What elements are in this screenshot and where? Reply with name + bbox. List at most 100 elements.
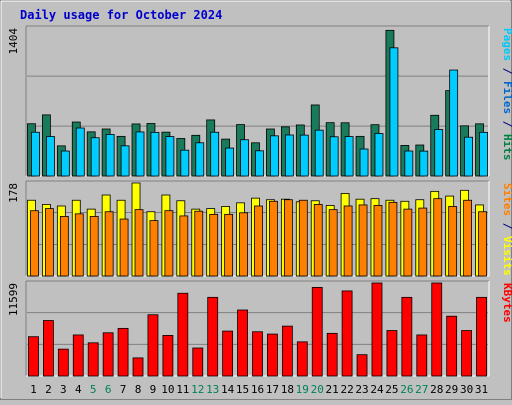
bar-files-day-14: [225, 147, 235, 177]
bar-files-day-22: [344, 136, 354, 177]
bar-files-day-24: [374, 133, 384, 177]
bar-sites-day-23: [358, 204, 368, 277]
bar-files-day-31: [479, 131, 488, 177]
x-tick-label: 20: [311, 383, 324, 396]
bar-sites-day-19: [298, 199, 308, 277]
bar-files-day-30: [464, 136, 474, 177]
bar-files-day-3: [60, 150, 70, 177]
bar-sites-day-16: [254, 205, 263, 277]
x-tick-label: 28: [430, 383, 443, 396]
x-axis: 1 2 3 4 5 6 7 8 9 10 11 12 13 14 15 16 17 18 19 20 21 22 23 24 2…: [30, 383, 488, 396]
bar-kbytes-day-14: [222, 330, 234, 377]
x-tick-label: 7: [120, 383, 127, 396]
x-tick-label: 1: [30, 383, 37, 396]
bar-kbytes-day-3: [57, 348, 69, 377]
y-max-label: 1404: [7, 28, 20, 55]
x-tick-label: 11: [176, 383, 189, 396]
bar-sites-day-8: [134, 209, 144, 277]
bar-files-day-6: [105, 134, 115, 177]
bar-files-day-13: [210, 131, 220, 177]
panel-hits-files-pages: 1404 Pages / Files / Hits: [7, 25, 512, 177]
x-tick-label: 4: [75, 383, 82, 396]
panels: 1404 Pages / Files / Hits 178 Sites / Visit…: [7, 25, 512, 377]
panel-visits-sites: 178 Sites / Visits: [7, 180, 512, 277]
bar-kbytes-day-22: [341, 290, 353, 377]
bar-sites-day-11: [179, 215, 189, 277]
bar-files-day-19: [299, 134, 309, 177]
bar-sites-day-10: [164, 210, 174, 277]
x-tick-label: 30: [460, 383, 473, 396]
bar-sites-day-3: [59, 216, 69, 277]
bar-sites-day-14: [224, 213, 234, 277]
bar-sites-day-30: [463, 199, 473, 277]
x-tick-label: 3: [60, 383, 67, 396]
series-legend: Sites / Visits: [501, 183, 512, 276]
bar-files-day-12: [195, 142, 205, 177]
bar-files-day-29: [449, 69, 459, 177]
bar-files-day-4: [75, 127, 85, 177]
bar-sites-day-31: [478, 211, 487, 277]
x-tick-label: 31: [475, 383, 488, 396]
bar-files-day-9: [150, 131, 160, 177]
legend-entry: /: [501, 114, 512, 134]
bar-files-day-2: [46, 136, 55, 177]
x-tick-label: 22: [340, 383, 353, 396]
bar-kbytes-day-29: [446, 315, 458, 377]
bar-kbytes-day-27: [416, 334, 428, 377]
bar-kbytes-day-30: [461, 330, 473, 377]
bar-files-day-5: [90, 137, 100, 177]
legend-entry: Files: [501, 81, 512, 114]
chart-title: Daily usage for October 2024: [20, 8, 222, 22]
series-legend: Pages / Files / Hits: [501, 28, 512, 161]
bar-kbytes-day-11: [177, 292, 189, 377]
series-legend: KBytes: [501, 283, 512, 323]
x-tick-label: 19: [296, 383, 309, 396]
bar-files-day-10: [165, 136, 175, 177]
legend-entry: /: [501, 61, 512, 81]
bar-files-day-11: [180, 149, 190, 177]
x-tick-label: 27: [415, 383, 428, 396]
bar-kbytes-day-17: [267, 333, 278, 377]
x-tick-label: 15: [236, 383, 249, 396]
y-max-label: 11599: [7, 283, 20, 316]
bar-files-day-7: [120, 145, 130, 177]
bar-kbytes-day-28: [431, 282, 443, 377]
bar-sites-day-20: [313, 204, 323, 277]
legend-entry: Hits: [501, 134, 512, 161]
bar-sites-day-13: [209, 213, 219, 277]
bar-kbytes-day-8: [132, 357, 144, 377]
bar-files-day-23: [359, 148, 369, 177]
bar-kbytes-day-15: [237, 309, 248, 377]
bar-sites-day-21: [328, 209, 338, 277]
bar-files-day-8: [135, 131, 145, 177]
bar-kbytes-day-12: [192, 347, 204, 377]
bar-sites-day-29: [448, 206, 458, 277]
bar-kbytes-day-2: [43, 320, 54, 377]
bar-sites-day-4: [74, 213, 84, 277]
bar-sites-day-25: [388, 201, 398, 277]
bar-sites-day-18: [283, 199, 293, 277]
bar-files-day-18: [284, 134, 294, 177]
bar-sites-day-1: [30, 210, 39, 277]
bar-kbytes-day-19: [296, 341, 308, 377]
bar-kbytes-day-10: [162, 335, 174, 377]
bar-sites-day-22: [343, 205, 353, 277]
bar-kbytes-day-9: [147, 314, 159, 377]
bar-files-day-28: [434, 129, 444, 177]
bar-sites-day-17: [269, 200, 278, 277]
bar-kbytes-day-13: [207, 296, 219, 377]
bar-kbytes-day-25: [386, 330, 398, 377]
x-tick-label: 9: [150, 383, 157, 396]
bar-files-day-16: [255, 150, 264, 177]
x-tick-label: 8: [135, 383, 142, 396]
bar-files-day-15: [240, 139, 249, 177]
bar-kbytes-day-23: [356, 354, 368, 377]
bar-kbytes-day-1: [28, 336, 39, 377]
bar-kbytes-day-24: [371, 282, 383, 377]
x-tick-label: 5: [90, 383, 97, 396]
bar-kbytes-day-21: [326, 332, 338, 377]
bar-sites-day-6: [104, 211, 114, 277]
bar-files-day-21: [329, 136, 339, 177]
legend-entry: Visits: [501, 236, 512, 276]
